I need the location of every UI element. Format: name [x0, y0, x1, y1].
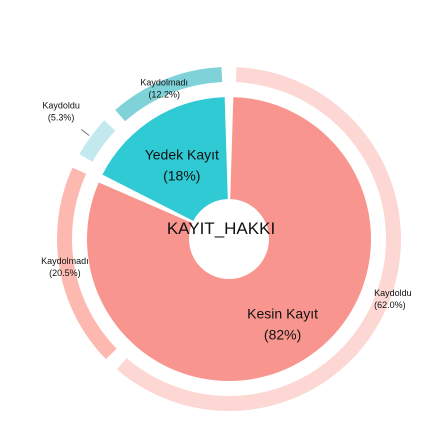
outer-label-yedek-kayit-kaydoldu: Kaydoldu [42, 101, 80, 111]
outer-pct-yedek-kayit-kaydolmadi: (12.2%) [148, 89, 180, 99]
outer-slice-yedek-kayit-kaydolmadi [115, 67, 223, 122]
outer-ring [57, 67, 401, 411]
outer-slice-kesin-kayit-kaydoldu [116, 67, 401, 411]
outer-slice-yedek-kayit-kaydoldu [79, 120, 116, 162]
outer-pct-yedek-kayit-kaydoldu: (5.3%) [48, 113, 75, 123]
inner-slice-kesin-kayit [86, 97, 371, 382]
inner-label-kesin-kayit: Kesin Kayıt [247, 305, 318, 321]
center-label: KAYIT_HAKKI [167, 219, 275, 238]
inner-slice-yedek-kayit [102, 97, 228, 222]
outer-slice-kesin-kayit-kaydolmadi [57, 167, 117, 360]
outer-pct-kesin-kayit-kaydoldu: (62.0%) [374, 300, 406, 310]
inner-label-yedek-kayit: Yedek Kayıt [145, 147, 219, 163]
inner-pct-yedek-kayit: (18%) [163, 168, 200, 184]
outer-label-kesin-kayit-kaydolmadi: Kaydolmadı [41, 256, 89, 266]
outer-pct-kesin-kayit-kaydolmadi: (20.5%) [49, 268, 81, 278]
outer-label-yedek-kayit-kaydolmadi: Kaydolmadı [140, 77, 188, 87]
center-hole [189, 199, 269, 279]
outer-label-kesin-kayit-kaydoldu: Kaydoldu [374, 288, 412, 298]
outer-leader-yedek-kayit-kaydoldu [80, 129, 90, 136]
inner-ring [86, 97, 371, 382]
inner-pct-kesin-kayit: (82%) [264, 326, 301, 342]
chart-labels: Kesin Kayıt (82%) Yedek Kayıt (18%) Kaydoldu… [41, 77, 411, 342]
